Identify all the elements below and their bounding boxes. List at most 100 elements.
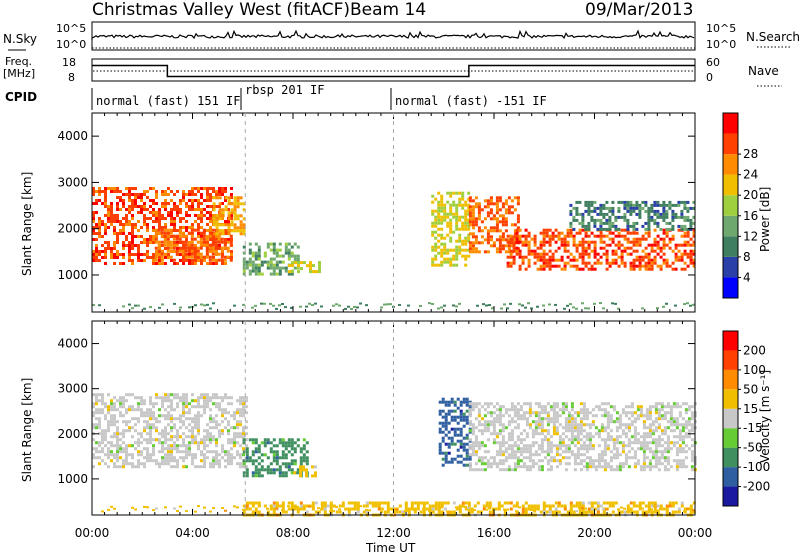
power-cell (173, 208, 176, 211)
velocity-cell (567, 429, 571, 433)
velocity-cell (531, 459, 535, 463)
power-cell (455, 254, 459, 258)
velocity-cell (116, 450, 119, 454)
velocity-cell (486, 438, 490, 442)
velocity-cell (164, 399, 167, 403)
velocity-cell (203, 441, 206, 445)
power-cell (98, 235, 101, 238)
velocity-cell (191, 417, 194, 421)
velocity-cell (131, 453, 134, 457)
power-ground-cell (281, 302, 284, 305)
power-cell (464, 209, 468, 213)
power-cell (468, 223, 472, 227)
power-cell (266, 245, 270, 249)
velocity-cell (444, 421, 448, 425)
power-ground-cell (122, 305, 125, 308)
power-cell (154, 237, 158, 241)
power-cell (92, 202, 95, 205)
power-cell (182, 262, 185, 265)
velocity-cell (509, 507, 513, 511)
velocity-cell (552, 408, 556, 412)
power-cell (509, 240, 513, 244)
power-cell (605, 212, 609, 216)
power-cell (125, 187, 128, 190)
velocity-cell (474, 417, 478, 421)
velocity-cell (269, 468, 273, 472)
power-cell (220, 240, 224, 244)
velocity-cell (501, 459, 505, 463)
velocity-cell (465, 415, 469, 419)
power-colorbar-cell (723, 154, 738, 175)
velocity-ground-cell (359, 505, 362, 508)
power-cell (461, 254, 465, 258)
velocity-cell (203, 447, 206, 451)
velocity-cell (467, 507, 471, 511)
power-cell (578, 240, 582, 244)
velocity-cell (650, 501, 654, 505)
velocity-cell (537, 426, 541, 430)
power-cell (194, 208, 197, 211)
power-cell (578, 243, 582, 247)
velocity-cell (450, 439, 454, 443)
power-cell (152, 199, 155, 202)
velocity-cell (633, 432, 637, 436)
velocity-cell (119, 402, 122, 406)
velocity-cell (672, 429, 676, 433)
power-cell (653, 243, 657, 247)
velocity-cell (522, 447, 526, 451)
velocity-cell (555, 429, 559, 433)
velocity-cell (564, 456, 568, 460)
velocity-cell (579, 438, 583, 442)
power-cell (692, 206, 696, 210)
velocity-cell (561, 402, 565, 406)
velocity-cell (603, 438, 607, 442)
velocity-cell (471, 426, 475, 430)
velocity-cell (584, 510, 588, 514)
velocity-cell (311, 504, 315, 508)
velocity-cell (419, 501, 423, 505)
velocity-cell (591, 423, 595, 427)
velocity-cell (482, 507, 486, 511)
velocity-cell (521, 504, 525, 508)
noise-search-label: N.Search (746, 30, 800, 44)
velocity-cell (98, 408, 101, 412)
velocity-cell (648, 429, 652, 433)
power-cell (563, 261, 567, 265)
velocity-cell (540, 441, 544, 445)
power-cell (683, 252, 687, 256)
velocity-cell (119, 405, 122, 409)
power-cell (602, 203, 606, 207)
power-cell (95, 244, 98, 247)
power-cell (196, 252, 200, 256)
velocity-cell (311, 465, 314, 469)
velocity-cell (167, 459, 170, 463)
velocity-cell (624, 405, 628, 409)
velocity-cell (561, 450, 565, 454)
velocity-cell (681, 465, 685, 469)
power-cell (194, 187, 197, 190)
power-cell (498, 238, 502, 242)
power-cell (217, 240, 221, 244)
power-cell (464, 227, 468, 231)
velocity-cell (155, 459, 158, 463)
velocity-cell (197, 414, 200, 418)
power-cell (501, 235, 505, 239)
velocity-cell (134, 429, 137, 433)
power-cell (452, 212, 456, 216)
power-cell (474, 220, 478, 224)
velocity-cell (128, 453, 131, 457)
velocity-cell (516, 456, 520, 460)
power-cell (455, 239, 459, 243)
power-cell (146, 226, 149, 229)
velocity-cell (224, 393, 227, 397)
velocity-cell (471, 402, 475, 406)
velocity-cell (287, 462, 291, 466)
power-cell (215, 262, 218, 265)
power-cell (260, 272, 264, 276)
velocity-cell (462, 442, 466, 446)
velocity-cell (179, 420, 182, 424)
power-cell (581, 261, 585, 265)
velocity-cell (480, 468, 484, 472)
velocity-cell (668, 504, 672, 508)
velocity-cell (167, 423, 170, 427)
